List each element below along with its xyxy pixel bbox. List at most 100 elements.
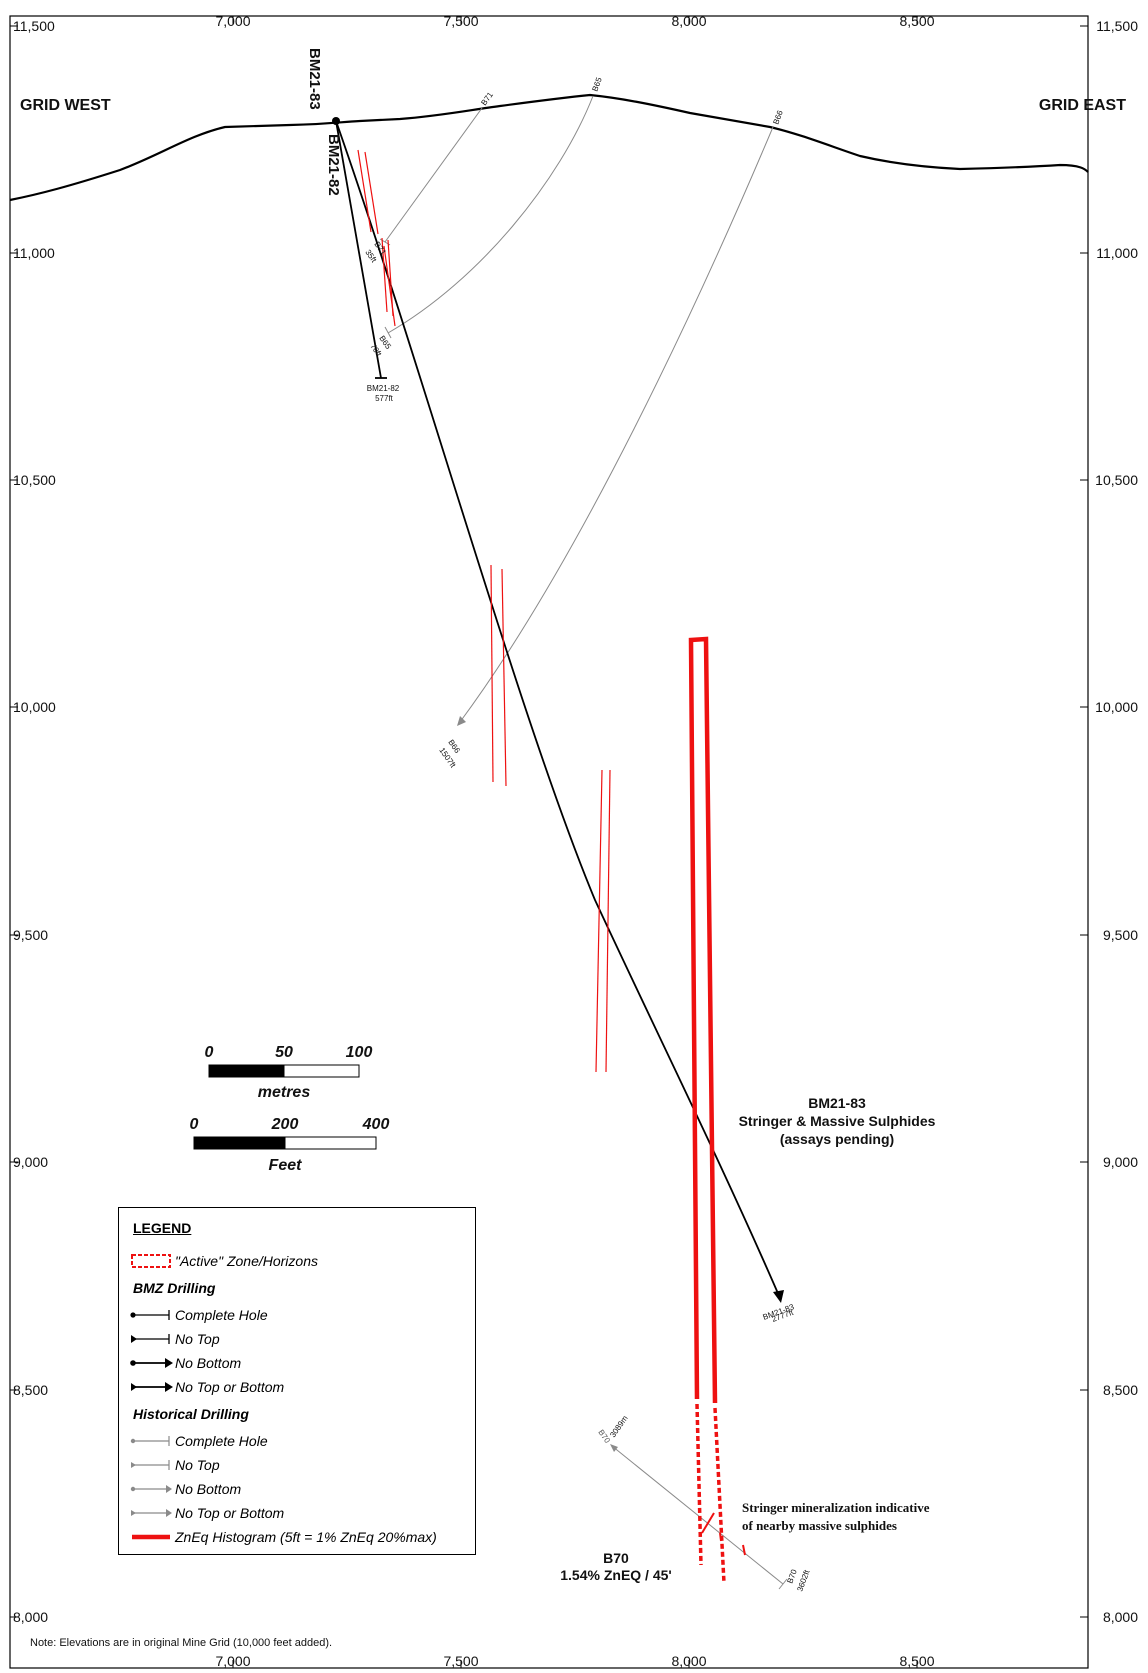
legend-bmz-no-bottom-label: No Bottom xyxy=(175,1355,242,1371)
legend-hist-complete-label: Complete Hole xyxy=(175,1433,268,1449)
b65-top-label: B65 xyxy=(590,76,604,93)
b70-end-label: B70 xyxy=(785,1568,799,1585)
legend-hist-no-bottom-label: No Bottom xyxy=(175,1481,242,1497)
bottom-x-axis xyxy=(232,1660,918,1668)
legend-bmz-heading: BMZ Drilling xyxy=(133,1280,216,1296)
scale-metres-tick-0: 0 xyxy=(205,1044,214,1061)
right-y-tick-11500: 11,500 xyxy=(1096,18,1138,34)
b70-intercept-marks xyxy=(701,1512,746,1556)
left-y-tick-8000: 8,000 xyxy=(13,1609,48,1625)
legend-active-zone-label: "Active" Zone/Horizons xyxy=(175,1253,318,1269)
topography-line xyxy=(9,93,1089,202)
scale-feet-tick-200: 200 xyxy=(271,1116,299,1133)
legend-hist-no-top-bottom: No Top or Bottom xyxy=(129,1503,284,1523)
bottom-x-tick-8500: 8,500 xyxy=(899,1653,934,1669)
histogram-outline-b70 xyxy=(688,636,718,1404)
active-zone-swatch xyxy=(131,1254,171,1268)
bottom-x-tick-8000: 8,000 xyxy=(671,1653,706,1669)
legend-bmz-no-top: No Top xyxy=(129,1329,220,1349)
bmz-no-bottom-symbol xyxy=(130,1358,173,1368)
legend-hist-no-top: No Top xyxy=(129,1455,220,1475)
active-zone-dashed xyxy=(695,1403,726,1584)
scale-metres-unit: metres xyxy=(258,1084,311,1101)
hist-no-top-bottom-symbol xyxy=(131,1509,172,1517)
grid-west-label: GRID WEST xyxy=(20,97,111,114)
bmz-complete-symbol xyxy=(130,1310,170,1320)
left-y-axis xyxy=(10,25,18,1618)
b70-annotation-result: 1.54% ZnEQ / 45' xyxy=(560,1567,672,1583)
left-y-tick-8500: 8,500 xyxy=(13,1382,48,1398)
hole-bm2182 xyxy=(335,120,382,379)
left-y-tick-9000: 9,000 xyxy=(13,1154,48,1170)
histogram-swatch xyxy=(132,1534,170,1540)
top-x-tick-8500: 8,500 xyxy=(899,13,934,29)
zneq-histogram xyxy=(688,636,718,1404)
legend-bmz-complete: Complete Hole xyxy=(129,1305,268,1325)
hole-b71 xyxy=(384,107,483,243)
bmz-no-top-symbol xyxy=(131,1334,170,1344)
right-y-tick-10000: 10,000 xyxy=(1095,699,1138,715)
left-y-tick-11500: 11,500 xyxy=(13,18,55,34)
bm2183-arrowhead xyxy=(773,1290,784,1303)
legend: LEGEND "Active" Zone/Horizons BMZ Drilli… xyxy=(118,1207,476,1555)
top-x-tick-7500: 7,500 xyxy=(443,13,478,29)
bm2182-end-label: BM21-82 xyxy=(367,384,400,393)
bm2183-collar-label: BM21-83 xyxy=(306,48,323,110)
top-x-tick-7000: 7,000 xyxy=(215,13,250,29)
right-y-tick-9500: 9,500 xyxy=(1103,927,1138,943)
hole-b70-end-tick xyxy=(778,1578,788,1590)
left-y-tick-10000: 10,000 xyxy=(13,699,56,715)
hole-b70-top-arrow xyxy=(610,1444,618,1452)
b70-annotation-title: B70 xyxy=(603,1550,629,1566)
hist-no-top-symbol xyxy=(131,1460,170,1470)
hist-no-bottom-symbol xyxy=(130,1485,172,1493)
elevation-note: Note: Elevations are in original Mine Gr… xyxy=(30,1637,332,1649)
legend-hist-no-bottom: No Bottom xyxy=(129,1479,241,1499)
stringer-annotation-line2: of nearby massive sulphides xyxy=(742,1518,897,1533)
hole-b66-arrowhead xyxy=(457,716,466,726)
scale-bar-feet xyxy=(193,1136,377,1150)
right-y-tick-9000: 9,000 xyxy=(1103,1154,1138,1170)
right-y-axis xyxy=(1080,25,1088,1618)
legend-bmz-no-top-label: No Top xyxy=(175,1331,220,1347)
bottom-x-tick-7000: 7,000 xyxy=(215,1653,250,1669)
right-y-tick-10500: 10,500 xyxy=(1095,472,1138,488)
scale-metres-tick-100: 100 xyxy=(346,1044,373,1061)
legend-active-zone: "Active" Zone/Horizons xyxy=(129,1251,318,1271)
bm2183-annotation-line2: Stringer & Massive Sulphides xyxy=(739,1113,936,1129)
scale-bar-metres xyxy=(208,1064,360,1078)
legend-historical-heading: Historical Drilling xyxy=(133,1406,249,1422)
bm2183-annotation-line3: (assays pending) xyxy=(780,1131,894,1147)
hole-b70 xyxy=(611,1445,784,1585)
legend-histogram: ZnEq Histogram (5ft = 1% ZnEq 20%max) xyxy=(129,1527,437,1547)
legend-hist-no-top-bottom-label: No Top or Bottom xyxy=(175,1505,285,1521)
b70-top-depth: 3089m xyxy=(608,1414,630,1439)
legend-hist-no-top-label: No Top xyxy=(175,1457,220,1473)
map-frame xyxy=(9,15,1089,1669)
right-y-tick-8500: 8,500 xyxy=(1103,1382,1138,1398)
scale-feet-tick-400: 400 xyxy=(362,1116,390,1133)
bmz-no-top-bottom-symbol xyxy=(131,1382,173,1392)
legend-bmz-no-bottom: No Bottom xyxy=(129,1353,241,1373)
hole-b65-end-tick xyxy=(384,326,392,339)
scale-feet-tick-0: 0 xyxy=(190,1116,199,1133)
bm2182-end-depth: 577ft xyxy=(375,394,394,403)
hist-complete-symbol xyxy=(130,1436,170,1446)
bm2183-collar-dot xyxy=(332,117,340,125)
legend-bmz-no-top-bottom: No Top or Bottom xyxy=(129,1377,284,1397)
hole-b65 xyxy=(387,95,594,334)
stringer-annotation-line1: Stringer mineralization indicative xyxy=(742,1500,930,1515)
scale-metres-tick-50: 50 xyxy=(275,1044,293,1061)
hole-b66 xyxy=(459,126,774,723)
legend-title: LEGEND xyxy=(133,1220,192,1236)
top-x-tick-8000: 8,000 xyxy=(671,13,706,29)
right-y-tick-11000: 11,000 xyxy=(1096,245,1138,261)
historical-holes xyxy=(379,95,788,1590)
right-y-tick-8000: 8,000 xyxy=(1103,1609,1138,1625)
top-x-axis xyxy=(232,16,918,24)
bm2183-annotation-title: BM21-83 xyxy=(808,1095,866,1111)
left-y-tick-9500: 9,500 xyxy=(13,927,48,943)
grid-east-label: GRID EAST xyxy=(1039,97,1126,114)
left-y-tick-11000: 11,000 xyxy=(13,245,55,261)
